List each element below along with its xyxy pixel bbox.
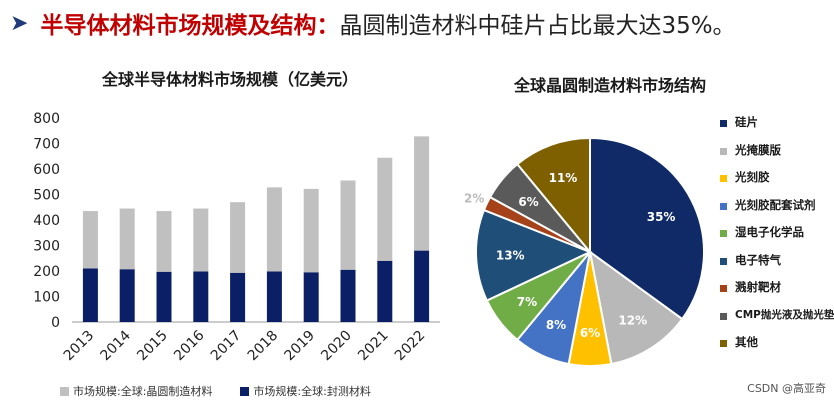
pie-data-label: 6%	[580, 326, 600, 340]
headline-text: 晶圆制造材料中硅片占比最大达35%。	[339, 13, 736, 39]
pie-legend-label: 光刻胶	[735, 170, 770, 184]
x-tick-label: 2021	[355, 328, 392, 365]
bar-segment	[156, 271, 172, 322]
bar-segment	[377, 157, 393, 261]
legend-item-wafer: 市场规模:全球:晶圆制造材料	[60, 383, 212, 399]
pie-legend-swatch	[720, 257, 727, 265]
pie-legend-swatch	[720, 230, 727, 237]
bar-segment	[340, 269, 356, 322]
pie-data-label: 13%	[496, 249, 525, 263]
x-tick-label: 2022	[392, 328, 429, 365]
pie-legend-label: 光掩膜版	[735, 142, 781, 157]
pie-legend-label: 湿电子化学品	[735, 225, 804, 239]
pie-legend-item: 光掩膜版	[720, 142, 832, 164]
x-tick-label: 2013	[61, 328, 98, 365]
pie-chart: 35% 12% 6% 8% 7% 13% 2% 6% 11%	[464, 136, 705, 367]
pie-legend-item: 硅片	[720, 114, 832, 136]
bar-segment	[82, 268, 98, 322]
y-tick-label: 200	[33, 264, 60, 280]
pie-legend-item: 电子特气	[720, 252, 832, 274]
pie-legend-item: 湿电子化学品	[720, 224, 832, 246]
pie-slice	[515, 136, 591, 255]
pie-legend-swatch	[720, 312, 727, 320]
bar-segment	[119, 208, 135, 270]
y-tick-label: 600	[33, 162, 60, 178]
pie-data-label: 2%	[464, 192, 484, 206]
pie-legend-swatch	[720, 202, 727, 210]
bar-segment	[156, 211, 172, 272]
pie-legend-item: CMP抛光液及抛光垫	[720, 307, 834, 329]
bar-chart-legend: 市场规模:全球:晶圆制造材料 市场规模:全球:封测材料	[60, 383, 399, 399]
pie-data-label: 8%	[546, 318, 566, 332]
pie-legend-label: CMP抛光液及抛光垫	[735, 308, 834, 321]
pie-legend-swatch	[720, 147, 727, 155]
pie-legend-label: 其他	[735, 335, 758, 349]
headline-highlight: 半导体材料市场规模及结构：	[40, 13, 340, 39]
y-tick-label: 500	[33, 188, 60, 204]
bar-segment	[193, 271, 209, 322]
pie-legend-label: 光刻胶配套试剂	[735, 197, 816, 212]
bar-segment	[377, 260, 393, 322]
y-tick-label: 700	[33, 137, 60, 153]
pie-legend-item: 光刻胶配套试剂	[720, 197, 832, 219]
bar-segment	[340, 180, 356, 270]
bar-segment	[230, 202, 246, 273]
pie-legend-label: 电子特气	[735, 252, 781, 267]
x-tick-label: 2019	[282, 328, 319, 365]
legend-swatch-packaging	[240, 386, 250, 396]
arrow-icon: ➤	[10, 10, 29, 36]
x-tick-label: 2018	[245, 328, 282, 365]
bar-segment	[414, 136, 430, 251]
y-tick-label: 0	[51, 315, 60, 331]
pie-data-label: 6%	[518, 195, 538, 209]
bar-segment	[119, 269, 135, 322]
y-tick-label: 800	[33, 111, 60, 127]
legend-item-packaging: 市场规模:全球:封测材料	[240, 383, 371, 399]
x-tick-label: 2017	[208, 328, 245, 365]
pie-legend-label: 硅片	[735, 115, 758, 129]
pie-data-label: 7%	[517, 295, 537, 309]
pie-legend-swatch	[720, 120, 727, 127]
pie-legend-label: 溅射靶材	[735, 280, 781, 294]
pie-legend-swatch	[720, 175, 727, 182]
pie-legend-item: 其他	[720, 334, 832, 356]
x-tick-label: 2020	[318, 328, 355, 365]
y-tick-label: 300	[33, 239, 60, 255]
bar-segment	[230, 272, 246, 322]
legend-label-wafer: 市场规模:全球:晶圆制造材料	[73, 385, 213, 398]
x-tick-label: 2015	[134, 328, 171, 365]
pie-slice	[589, 136, 705, 321]
pie-legend-item: 溅射靶材	[720, 279, 832, 301]
headline: ➤ 半导体材料市场规模及结构： 晶圆制造材料中硅片占比最大达35%。	[10, 6, 830, 40]
bar-chart-title: 全球半导体材料市场规模（亿美元）	[101, 70, 358, 89]
bar-segment	[193, 208, 209, 272]
bar-segment	[82, 211, 98, 269]
bar-segment	[266, 187, 282, 272]
pie-chart-title: 全球晶圆制造材料市场结构	[513, 76, 706, 95]
bar-segment	[303, 272, 319, 322]
x-tick-label: 2016	[171, 327, 208, 364]
legend-swatch-wafer	[60, 386, 69, 396]
pie-slice	[588, 249, 684, 366]
bar-segment	[266, 271, 282, 322]
pie-data-label: 11%	[549, 171, 578, 185]
legend-label-packaging: 市场规模:全球:封测材料	[253, 385, 371, 398]
pie-legend-swatch	[720, 340, 727, 347]
pie-data-label: 35%	[647, 210, 676, 224]
bar-segment	[414, 250, 430, 322]
x-tick-label: 2014	[98, 327, 135, 364]
pie-legend-item: 光刻胶	[720, 169, 832, 191]
watermark: CSDN @高亚奇	[747, 382, 826, 395]
pie-legend-swatch	[720, 285, 727, 292]
pie-data-label: 12%	[618, 313, 647, 327]
y-tick-label: 400	[33, 213, 60, 229]
y-tick-label: 100	[33, 290, 60, 306]
bar-segment	[303, 188, 319, 273]
pie-slice	[475, 208, 593, 302]
